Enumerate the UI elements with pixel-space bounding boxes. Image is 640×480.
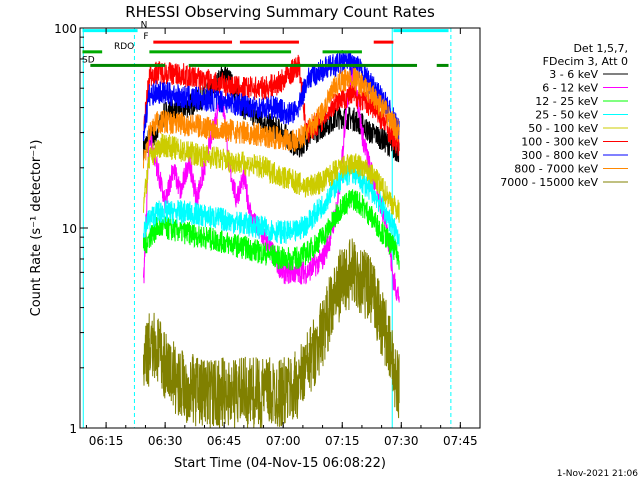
y-axis-label: Count Rate (s⁻¹ detector⁻¹) xyxy=(29,140,44,317)
series-line-5 xyxy=(143,54,400,156)
y-axis: 1 10 100 xyxy=(54,22,88,436)
flag-bars-layer: NF RDO SD xyxy=(82,21,449,67)
series-line-7 xyxy=(143,67,400,169)
x-tick-label-5: 07:30 xyxy=(384,434,419,448)
series-line-8 xyxy=(143,238,400,429)
series-layer xyxy=(143,49,400,429)
flag-label-n: N xyxy=(141,21,148,31)
x-tick-label-3: 07:00 xyxy=(266,434,301,448)
legend-header-0: Det 1,5,7, xyxy=(573,42,628,55)
legend-label-4: 50 - 100 keV xyxy=(528,122,598,135)
legend-label-7: 800 - 7000 keV xyxy=(514,163,598,176)
flag-label-f: F xyxy=(143,32,148,42)
flag-bar-f-2 xyxy=(373,40,394,44)
chart-title: RHESSI Observing Summary Count Rates xyxy=(125,3,435,21)
y-tick-label-1: 10 xyxy=(62,222,77,236)
series-line-2 xyxy=(143,189,400,271)
series-line-4 xyxy=(143,132,400,223)
legend-label-1: 6 - 12 keV xyxy=(542,82,598,95)
flag-bar-sd-1 xyxy=(188,63,418,67)
flag-label-sd: SD xyxy=(82,55,95,65)
y-tick-label-2: 100 xyxy=(54,22,77,36)
x-tick-label-6: 07:45 xyxy=(443,434,478,448)
flag-bar-sd-0 xyxy=(90,63,166,67)
x-tick-label-1: 06:30 xyxy=(148,434,183,448)
x-tick-label-4: 07:15 xyxy=(325,434,360,448)
flag-bar-sd-2 xyxy=(436,63,449,67)
footer-timestamp: 1-Nov-2021 21:06 xyxy=(557,469,639,479)
legend-label-8: 7000 - 15000 keV xyxy=(500,176,598,189)
legend-label-6: 300 - 800 keV xyxy=(521,149,598,162)
legend-label-5: 100 - 300 keV xyxy=(521,136,598,149)
series-line-3 xyxy=(143,162,400,247)
flag-bar-n-0 xyxy=(82,29,138,33)
x-tick-label-2: 06:45 xyxy=(207,434,242,448)
flag-bar-f-1 xyxy=(239,40,299,44)
legend-label-2: 12 - 25 keV xyxy=(535,95,598,108)
x-tick-label-0: 06:15 xyxy=(89,434,124,448)
legend-header-1: FDecim 3, Att 0 xyxy=(543,55,628,68)
flag-label-rdo: RDO xyxy=(114,42,134,52)
legend-label-3: 25 - 50 keV xyxy=(535,109,598,122)
legend-label-0: 3 - 6 keV xyxy=(549,68,598,81)
series-line-6 xyxy=(143,49,400,141)
flag-bar-n-1 xyxy=(393,29,449,33)
x-axis: 06:15 06:30 06:45 07:00 07:15 07:30 07:45 xyxy=(85,28,481,448)
x-axis-label: Start Time (04-Nov-15 06:08:22) xyxy=(174,456,386,471)
flag-bar-rdo-2 xyxy=(322,50,362,54)
flag-bar-rdo-1 xyxy=(149,50,292,54)
flag-bar-rdo-0 xyxy=(82,50,103,54)
flag-bar-f-0 xyxy=(153,40,233,44)
y-tick-label-0: 1 xyxy=(69,422,77,436)
